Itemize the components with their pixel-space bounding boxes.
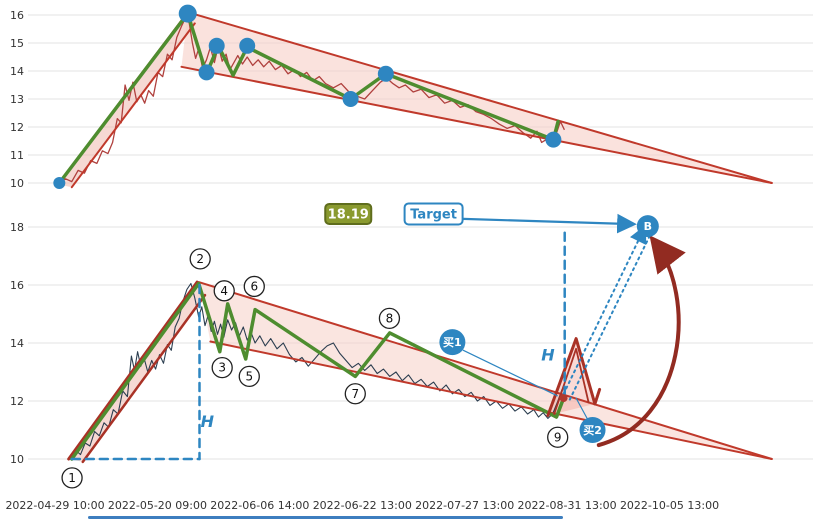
zigzag-wave: [57, 11, 560, 185]
x-tick-label: 2022-08-31 13:00: [518, 499, 617, 512]
breakout-curved-arrow: [596, 235, 686, 448]
wave-number-3: 3: [211, 356, 233, 379]
wave-number-1: 1: [61, 467, 83, 489]
target-button[interactable]: Target: [403, 202, 464, 226]
x-tick-label: 2022-10-05 13:00: [620, 499, 719, 512]
range-slider[interactable]: [88, 516, 563, 519]
wedge-upper-trendline: [197, 281, 773, 460]
svg-text:B: B: [644, 220, 652, 233]
buy2-marker[interactable]: 买2: [579, 417, 606, 443]
wave-number-7: 7: [344, 383, 366, 405]
y-tick-label: 10: [10, 177, 24, 190]
svg-text:9: 9: [554, 430, 562, 444]
target-price-label: 18.19: [324, 202, 373, 225]
target-point-marker[interactable]: B: [636, 215, 659, 238]
buy-point-dot: [559, 394, 568, 403]
up-channel-lower: [81, 293, 207, 464]
x-tick-label: 2022-05-20 09:00: [108, 499, 207, 512]
projection-dotted-1: [562, 224, 647, 395]
wave-number-6: 6: [243, 275, 265, 298]
x-tick-label: 2022-06-22 13:00: [313, 499, 412, 512]
height-label-2: H: [541, 345, 555, 364]
x-tick-label: 2022-06-06 14:00: [210, 499, 309, 512]
wave-number-8: 8: [378, 307, 401, 330]
y-tick-label: 18: [10, 221, 24, 234]
wave-number-9: 9: [547, 426, 569, 448]
wedge-upper-trendline: [186, 11, 773, 184]
wave-number-2: 2: [189, 248, 211, 270]
breakout-spike: [546, 337, 602, 417]
y-tick-label: 12: [10, 121, 24, 134]
target-arrow: [462, 213, 637, 234]
y-tick-label: 15: [10, 37, 24, 50]
y-tick-label: 10: [10, 453, 24, 466]
buy1-marker[interactable]: 买1: [439, 329, 466, 356]
wave-number-4: 4: [213, 280, 235, 302]
projection-dotted-2: [568, 233, 652, 401]
breakout-spike-inner: [553, 347, 590, 415]
y-tick-label: 14: [10, 337, 24, 350]
buy2-pointer: [575, 397, 588, 419]
x-tick-label: 2022-04-29 10:00: [5, 499, 104, 512]
svg-text:1: 1: [68, 471, 76, 485]
y-tick-label: 12: [10, 395, 24, 408]
wave-number-5: 5: [238, 365, 260, 388]
x-tick-label: 2022-07-27 13:00: [415, 499, 514, 512]
y-tick-label: 14: [10, 65, 24, 78]
buy1-pointer: [462, 349, 558, 397]
svg-text:18.19: 18.19: [328, 207, 369, 222]
svg-text:Target: Target: [410, 207, 457, 222]
svg-text:5: 5: [245, 369, 253, 383]
wave-number-badges: 1 2 3 4 5 6 7 8 9: [61, 248, 569, 489]
wedge-lower-trendline: [209, 340, 773, 460]
y-tick-label: 11: [10, 149, 24, 162]
up-channel-lower: [70, 22, 196, 189]
pivot-dots: [53, 4, 562, 189]
wedge-lower-trendline: [180, 65, 773, 184]
svg-text:6: 6: [250, 279, 258, 293]
svg-text:2: 2: [196, 252, 204, 266]
zigzag-wave: [70, 281, 566, 461]
top-panel: 16 15 14 13 12 11 10: [10, 4, 813, 190]
up-channel-fill: [57, 12, 195, 188]
up-channel-upper: [67, 280, 199, 461]
svg-text:买1: 买1: [443, 336, 462, 349]
svg-text:8: 8: [386, 311, 394, 325]
svg-text:3: 3: [218, 361, 226, 375]
svg-text:4: 4: [220, 284, 228, 298]
y-tick-label: 16: [10, 279, 24, 292]
y-tick-label: 16: [10, 9, 24, 22]
svg-text:7: 7: [351, 387, 359, 401]
y-tick-label: 13: [10, 93, 24, 106]
height-label-1: H: [201, 412, 215, 431]
svg-text:买2: 买2: [583, 424, 602, 437]
